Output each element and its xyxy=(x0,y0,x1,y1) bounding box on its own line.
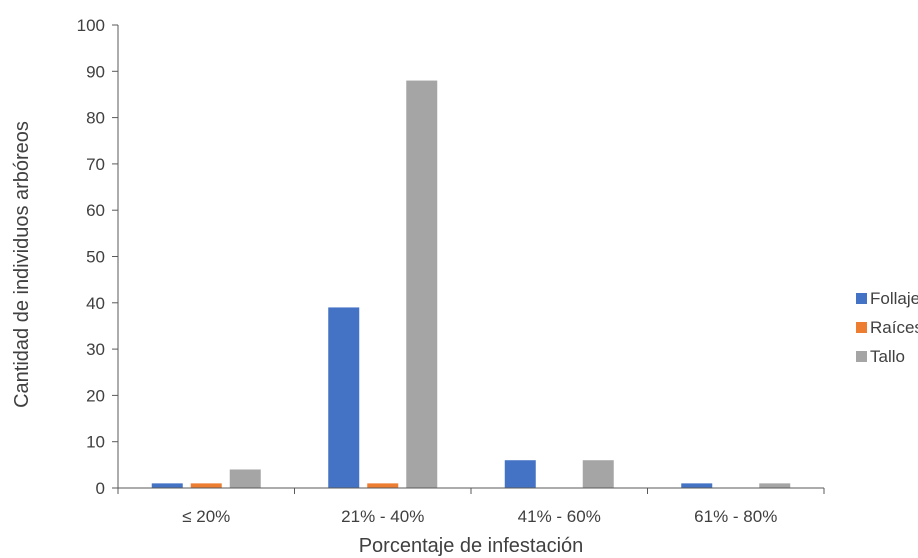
bar-tallo xyxy=(582,460,614,488)
bar-tallo xyxy=(229,469,261,488)
legend-swatch-raíces xyxy=(856,322,867,333)
bar-tallo xyxy=(406,80,438,488)
y-tick-label: 90 xyxy=(86,62,105,81)
bar-follaje xyxy=(504,460,536,488)
bar-follaje xyxy=(681,483,713,488)
legend-label: Raíces xyxy=(870,318,918,337)
y-tick-label: 20 xyxy=(86,386,105,405)
legend-swatch-tallo xyxy=(856,351,867,362)
x-category-label: 21% - 40% xyxy=(341,507,424,526)
y-tick-label: 10 xyxy=(86,433,105,452)
x-axis-category-labels: ≤ 20% 21% - 40% 41% - 60% 61% - 80% xyxy=(182,507,777,526)
y-axis-ticks: 0 10 20 30 40 50 60 70 80 90 100 xyxy=(77,16,118,498)
bar-tallo xyxy=(759,483,791,488)
x-category-label: ≤ 20% xyxy=(182,507,230,526)
axes xyxy=(117,25,824,489)
y-tick-label: 30 xyxy=(86,340,105,359)
bar-raíces xyxy=(367,483,399,488)
x-axis-ticks xyxy=(117,488,825,494)
y-tick-label: 60 xyxy=(86,201,105,220)
bar-follaje xyxy=(151,483,183,488)
legend-label: Follaje xyxy=(870,289,918,308)
legend: Follaje Raíces Tallo xyxy=(856,289,918,366)
bars xyxy=(151,80,791,488)
x-axis-title: Porcentaje de infestación xyxy=(359,535,584,557)
x-category-label: 61% - 80% xyxy=(694,507,777,526)
y-axis-title: Cantidad de individuos arbóreos xyxy=(11,121,33,408)
bar-follaje xyxy=(328,307,360,488)
y-tick-label: 100 xyxy=(77,16,105,35)
legend-label: Tallo xyxy=(870,347,905,366)
y-tick-label: 70 xyxy=(86,155,105,174)
x-category-label: 41% - 60% xyxy=(518,507,601,526)
y-tick-label: 50 xyxy=(86,248,105,267)
y-tick-label: 0 xyxy=(96,479,105,498)
bar-raíces xyxy=(190,483,222,488)
y-tick-label: 40 xyxy=(86,294,105,313)
legend-swatch-follaje xyxy=(856,293,867,304)
y-tick-label: 80 xyxy=(86,109,105,128)
